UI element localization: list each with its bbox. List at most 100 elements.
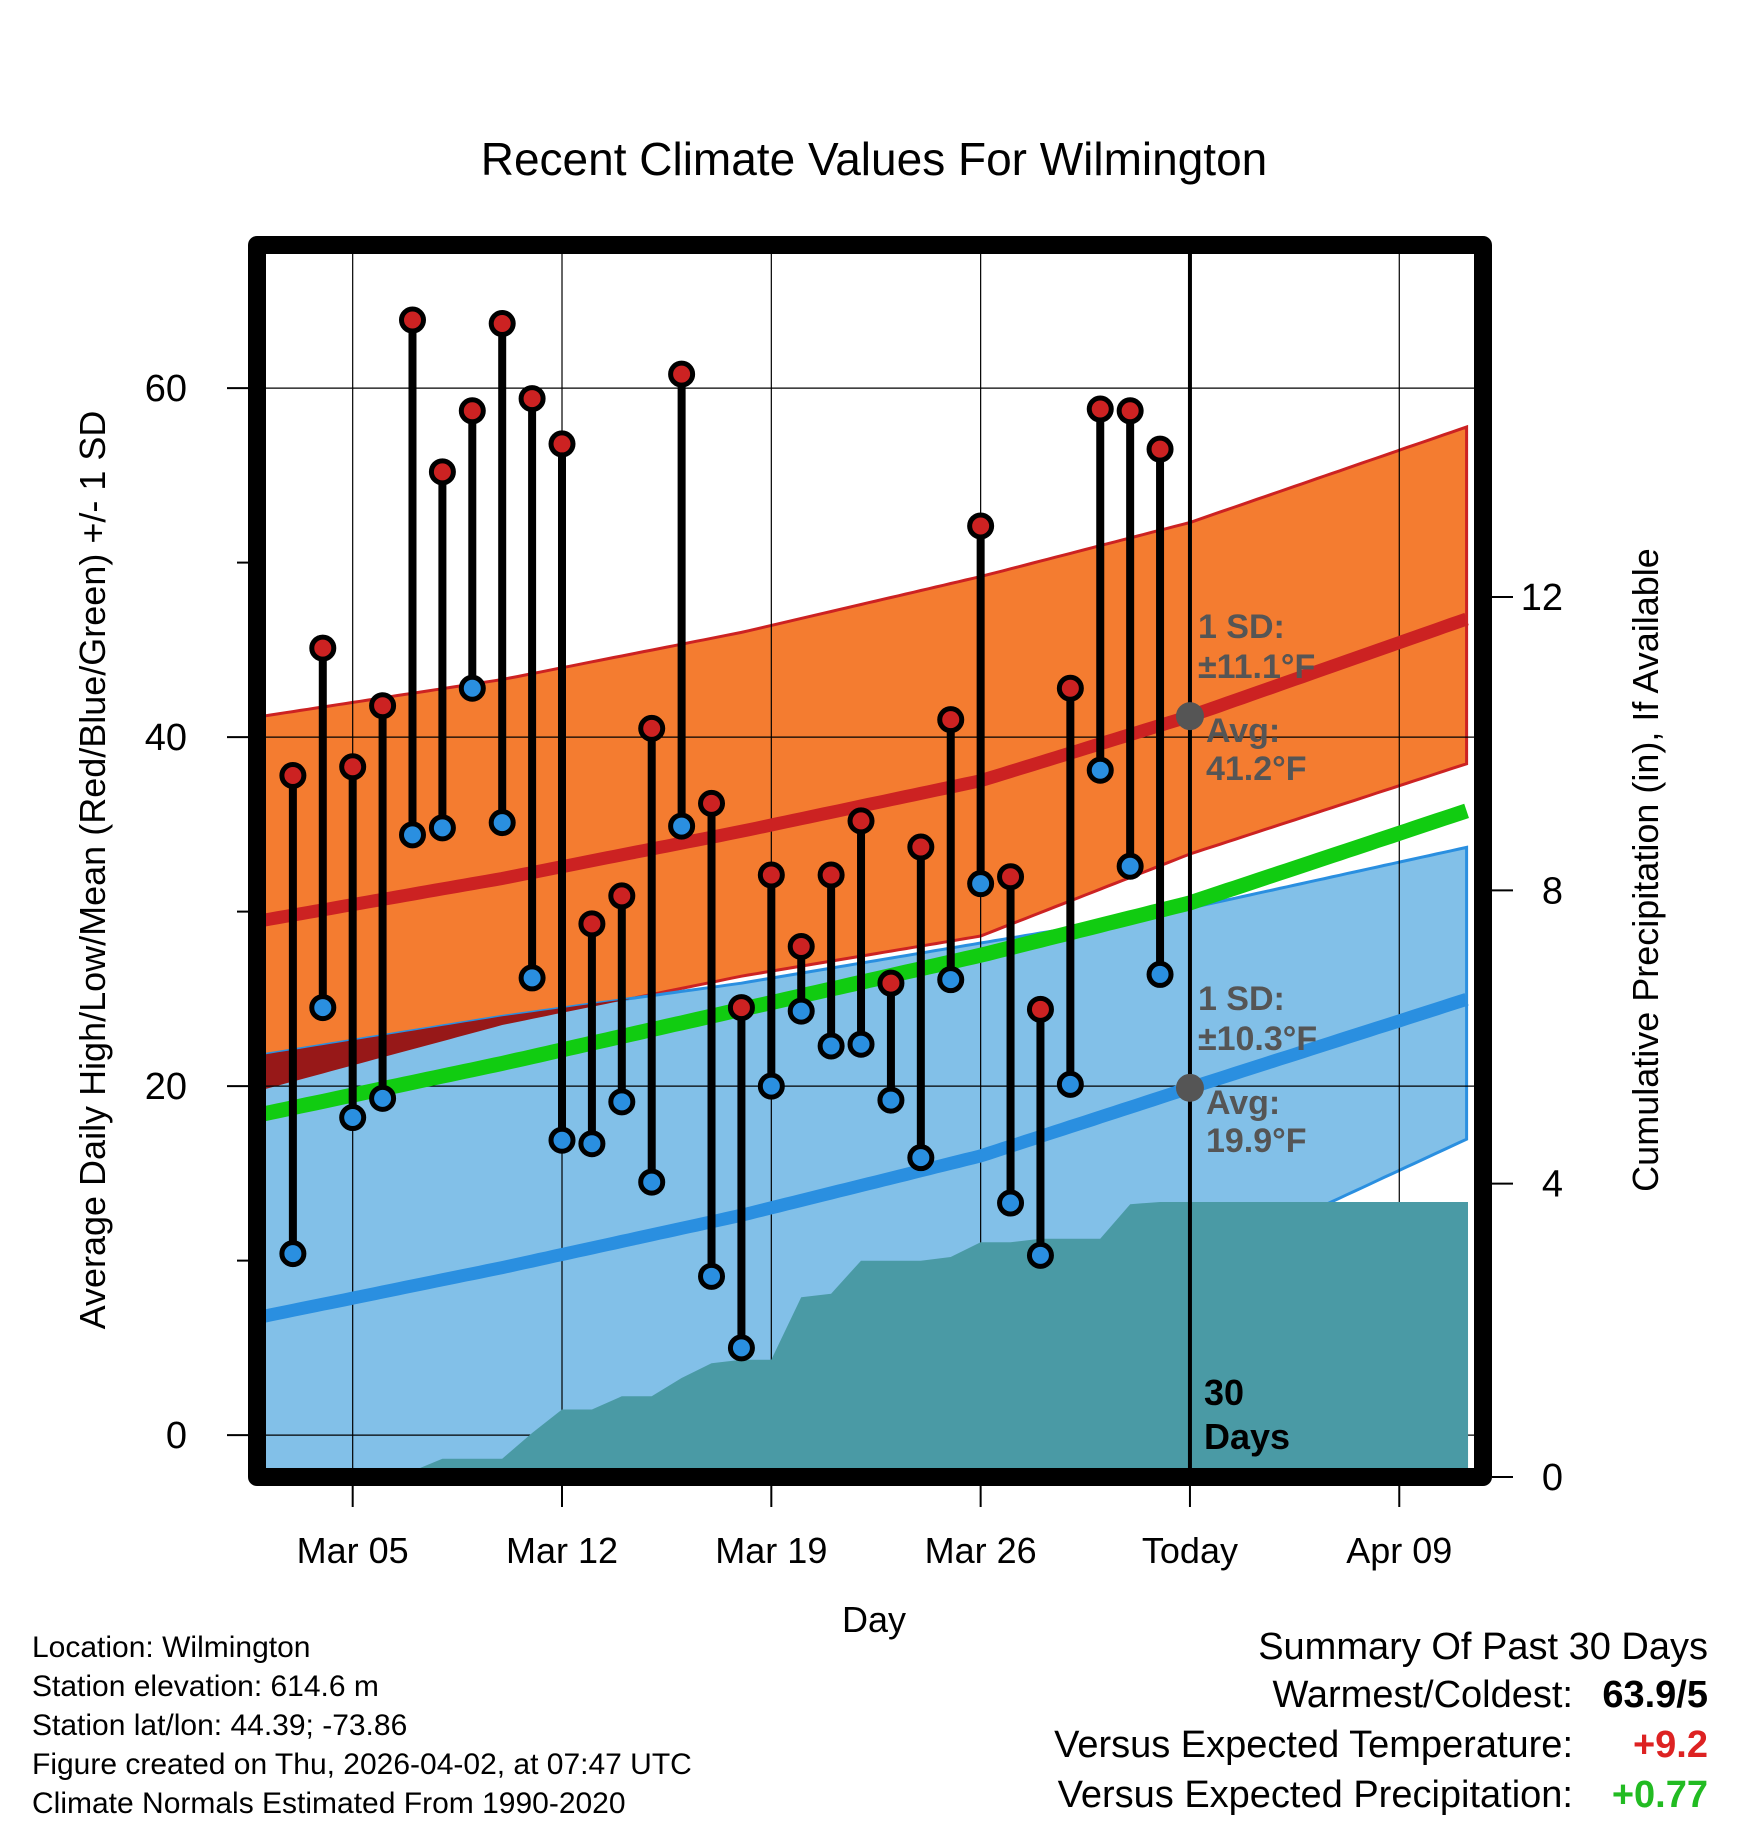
daily-high-point [458,397,486,425]
precip-area [262,1202,1469,1477]
window-label-days: 30 [1204,1372,1244,1413]
daily-low-point [638,1168,666,1196]
summary-panel: Summary Of Past 30 Days Warmest/Coldest:… [908,1624,1708,1820]
plot-frame [248,236,1492,1486]
daily-low-point [488,809,516,837]
precip-departure-value: +0.77 [1611,1774,1708,1816]
daily-high-point [1056,674,1084,702]
high-sd-label: 1 SD: [1198,608,1285,646]
daily-low-point [877,1086,905,1114]
daily-high-point [937,706,965,734]
daily-high-point [757,861,785,889]
daily-low-point [698,1262,726,1290]
temp-departure-value: +9.2 [1632,1724,1708,1766]
daily-low-point [727,1334,755,1362]
summary-row-warmest: Warmest/Coldest: 63.9/5 [908,1670,1708,1720]
daily-low-point [937,966,965,994]
daily-low-point [369,1084,397,1112]
y-tick-label-left: 20 [145,1066,187,1108]
daily-low-point [1146,960,1174,988]
daily-low-point [967,870,995,898]
low-sd-band [261,845,1469,1477]
y-tick-label-left: 0 [166,1415,187,1457]
daily-high-point [398,306,426,334]
y-tick-label-left: 60 [145,368,187,410]
daily-high-point [548,430,576,458]
precip-departure-label: Versus Expected Precipitation: [1057,1774,1573,1816]
y-tick-label-right: 0 [1542,1457,1563,1499]
low-avg-label: Avg: [1206,1084,1280,1122]
overlap-band [263,998,630,1090]
daily-low-point [847,1030,875,1058]
daily-high-point [997,863,1025,891]
daily-low-point [458,674,486,702]
normals-text: Climate Normals Estimated From 1990-2020 [32,1787,626,1820]
daily-high-point [847,807,875,835]
low-avg-value: 19.9°F [1206,1122,1307,1160]
daily-high-point [578,910,606,938]
low-sd-value: ±10.3°F [1198,1020,1317,1058]
y-tick-label-right: 8 [1542,870,1563,912]
window-label-text: Days [1204,1416,1290,1457]
high-avg-marker [1175,702,1204,731]
daily-low-point [608,1088,636,1116]
daily-high-point [727,994,755,1022]
warmest-coldest-value: 63.9/5 [1602,1674,1708,1716]
high-avg-label: Avg: [1206,712,1280,750]
x-tick-label: Mar 19 [715,1530,827,1571]
daily-high-point [967,512,995,540]
daily-low-point [817,1032,845,1060]
daily-low-point [548,1126,576,1154]
daily-low-point [668,812,696,840]
daily-high-point [787,933,815,961]
daily-high-point [1026,995,1054,1023]
x-tick-label: Today [1142,1530,1238,1571]
y-axis-label-right: Cumulative Precipitation (in), If Availa… [1625,548,1666,1192]
summary-row-precip: Versus Expected Precipitation: +0.77 [908,1770,1708,1820]
daily-high-point [488,310,516,338]
daily-low-point [757,1072,785,1100]
daily-high-point [907,833,935,861]
x-axis-label: Day [842,1599,906,1640]
y-tick-label-right: 12 [1521,577,1563,619]
y-tick-label-right: 4 [1542,1164,1563,1206]
x-tick-label: Mar 05 [297,1530,409,1571]
normal-low-line [261,993,1469,1323]
daily-low-point [997,1189,1025,1217]
daily-high-point [518,385,546,413]
daily-low-point [1086,756,1114,784]
created-text: Figure created on Thu, 2026-04-02, at 07… [32,1748,692,1781]
normal-high-line [261,612,1469,927]
daily-low-point [907,1144,935,1172]
daily-low-point [1026,1241,1054,1269]
daily-high-point [1086,395,1114,423]
location-text: Location: Wilmington [32,1631,311,1664]
station-info: Location: Wilmington Station elevation: … [32,1628,692,1823]
x-tick-label: Mar 26 [925,1530,1037,1571]
temp-departure-label: Versus Expected Temperature: [1054,1724,1573,1766]
daily-low-point [787,997,815,1025]
daily-low-point [1056,1070,1084,1098]
high-sd-value: ±11.1°F [1198,648,1315,686]
elevation-text: Station elevation: 614.6 m [32,1670,379,1703]
daily-low-point [578,1130,606,1158]
daily-high-point [309,634,337,662]
warmest-coldest-label: Warmest/Coldest: [1272,1674,1573,1716]
daily-high-point [608,882,636,910]
daily-low-point [1116,852,1144,880]
x-tick-label: Apr 09 [1346,1530,1452,1571]
chart-title: Recent Climate Values For Wilmington [481,133,1268,185]
low-sd-label: 1 SD: [1198,980,1285,1018]
daily-low-point [518,964,546,992]
daily-high-point [339,753,367,781]
daily-high-point [428,458,456,486]
daily-high-point [279,761,307,789]
daily-low-point [279,1240,307,1268]
daily-high-point [1116,397,1144,425]
daily-high-point [877,969,905,997]
daily-high-point [369,692,397,720]
daily-low-point [398,821,426,849]
daily-high-point [817,861,845,889]
y-tick-label-left: 40 [145,717,187,759]
